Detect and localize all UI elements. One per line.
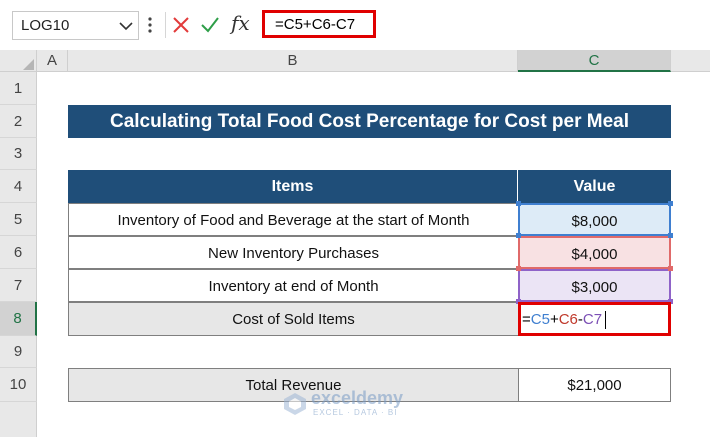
row-header-blank [0, 402, 37, 437]
item-cell-b6[interactable]: New Inventory Purchases [68, 236, 519, 269]
c5-ref-handle[interactable] [668, 201, 673, 206]
more-options-icon[interactable] [146, 14, 154, 36]
select-all-triangle-icon [23, 59, 34, 70]
c5-ref-handle[interactable] [516, 233, 521, 238]
formula-bar-divider [165, 12, 166, 38]
item-cell-b7[interactable]: Inventory at end of Month [68, 269, 519, 302]
row-header-6[interactable]: 6 [0, 236, 37, 269]
c6-ref-handle[interactable] [516, 266, 521, 271]
formula-ref-c7: C7 [582, 311, 603, 328]
items-column-header[interactable]: Items [68, 170, 518, 203]
row-header-5[interactable]: 5 [0, 203, 37, 236]
item-cell-b5[interactable]: Inventory of Food and Beverage at the st… [68, 203, 519, 236]
value-column-header[interactable]: Value [518, 170, 671, 203]
chevron-down-icon[interactable] [117, 17, 135, 35]
item-cell-b8[interactable]: Cost of Sold Items [68, 302, 519, 336]
row-header-1[interactable]: 1 [0, 72, 37, 105]
text-cursor [605, 311, 606, 329]
total-revenue-label[interactable]: Total Revenue [68, 368, 519, 402]
column-header-a[interactable]: A [37, 50, 68, 72]
column-header-b[interactable]: B [68, 50, 518, 72]
row-header-9[interactable]: 9 [0, 336, 37, 368]
row-header-3[interactable]: 3 [0, 138, 37, 170]
formula-ref-c5: C5 [530, 311, 550, 328]
watermark-tagline: EXCEL · DATA · BI [313, 408, 398, 417]
value-cell-c7[interactable]: $3,000 [518, 269, 671, 302]
cell-formula-text: =C5+C6-C7 [522, 311, 602, 328]
formula-bar: LOG10 fx =C5+C6-C7 [0, 0, 710, 50]
name-box[interactable]: LOG10 [12, 11, 139, 40]
c7-ref-handle[interactable] [516, 299, 521, 304]
row-header-2[interactable]: 2 [0, 105, 37, 138]
row-header-4[interactable]: 4 [0, 170, 37, 203]
row-header-8[interactable]: 8 [0, 302, 37, 336]
c5-ref-handle[interactable] [516, 201, 521, 206]
watermark-name: exceldemy [311, 388, 404, 408]
column-header-c[interactable]: C [518, 50, 671, 72]
exceldemy-logo-icon [284, 393, 306, 415]
insert-function-icon[interactable]: fx [231, 11, 250, 35]
formula-text: =C5+C6-C7 [275, 16, 356, 33]
exceldemy-watermark: exceldemy EXCEL · DATA · BI [283, 388, 433, 422]
formula-op-minus: - [577, 311, 583, 328]
active-cell-c8[interactable]: =C5+C6-C7 [518, 302, 671, 336]
c7-ref-handle[interactable] [668, 299, 673, 304]
formula-ref-c6: C6 [558, 311, 578, 328]
total-revenue-value[interactable]: $21,000 [518, 368, 671, 402]
enter-check-icon[interactable] [200, 15, 220, 35]
cancel-icon[interactable] [172, 15, 190, 35]
formula-eq: = [522, 311, 531, 328]
c5-ref-handle[interactable] [668, 233, 673, 238]
row-header-10[interactable]: 10 [0, 368, 37, 402]
value-cell-c6[interactable]: $4,000 [518, 236, 671, 269]
name-box-value: LOG10 [21, 17, 70, 34]
row-header-7[interactable]: 7 [0, 269, 37, 302]
value-cell-c5[interactable]: $8,000 [518, 203, 671, 236]
sheet-title[interactable]: Calculating Total Food Cost Percentage f… [68, 105, 671, 138]
formula-input[interactable]: =C5+C6-C7 [262, 10, 376, 38]
formula-op-plus: + [549, 311, 559, 328]
c6-ref-handle[interactable] [668, 266, 673, 271]
column-header-blank [671, 50, 710, 72]
